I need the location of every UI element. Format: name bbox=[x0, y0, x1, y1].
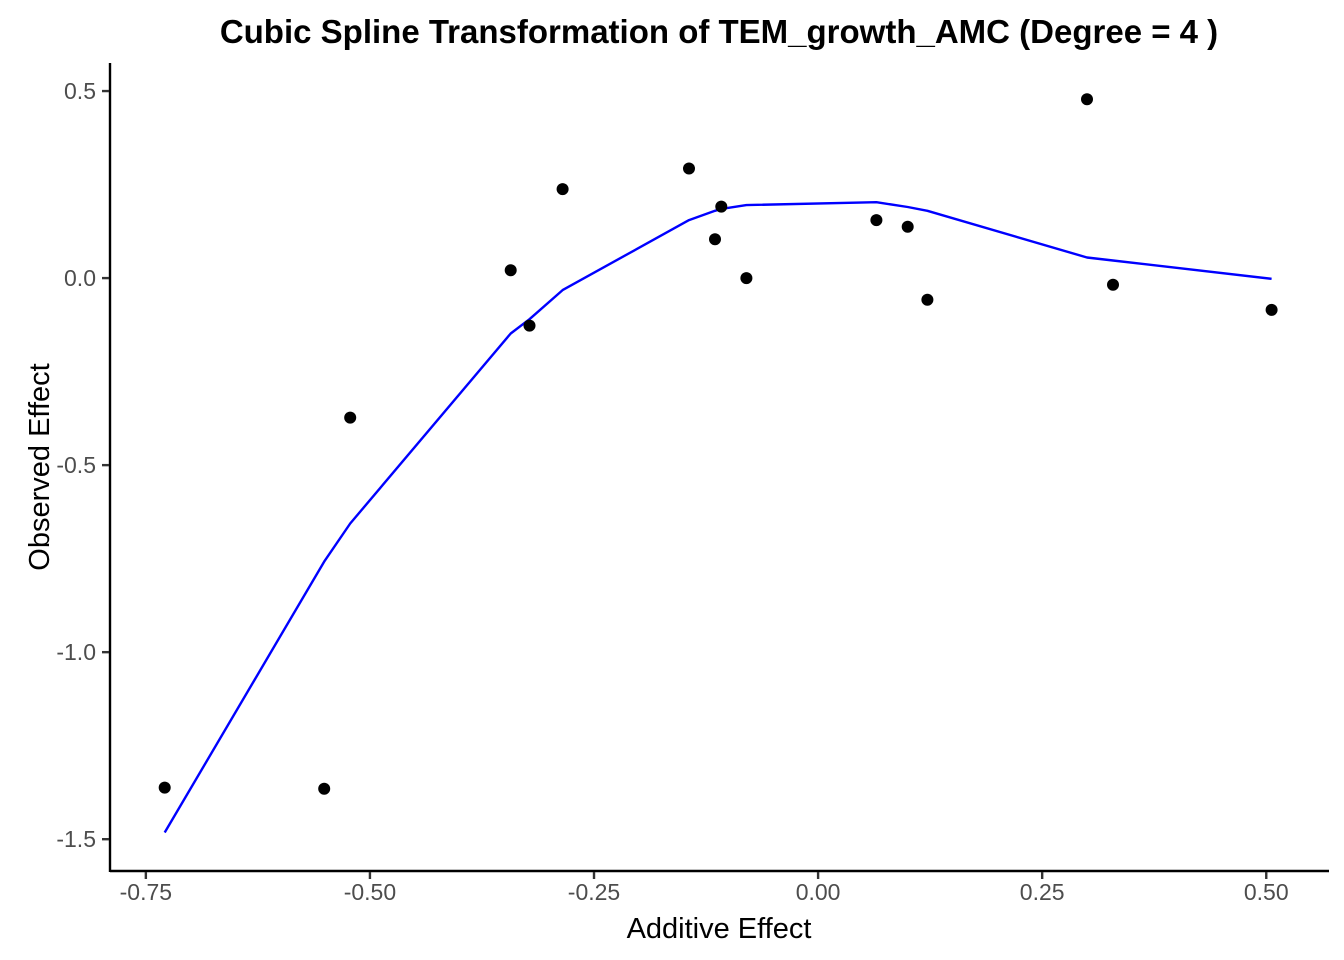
x-tick-label: -0.25 bbox=[568, 879, 620, 905]
data-point bbox=[921, 293, 934, 306]
y-tick-label: 0.5 bbox=[64, 78, 96, 104]
plot-area bbox=[158, 93, 1278, 834]
data-point bbox=[740, 272, 753, 285]
x-tick-label: -0.75 bbox=[120, 879, 172, 905]
y-tick-label: -1.0 bbox=[56, 639, 96, 665]
x-tick-label: -0.50 bbox=[344, 879, 396, 905]
x-tick-label: 0.00 bbox=[796, 879, 841, 905]
data-point bbox=[1107, 278, 1119, 291]
data-point bbox=[556, 183, 569, 196]
y-tick-label: 0.0 bbox=[64, 265, 96, 291]
y-axis-title: Observed Effect bbox=[24, 363, 56, 570]
data-point bbox=[158, 781, 171, 794]
data-point bbox=[344, 411, 357, 424]
data-point bbox=[709, 233, 721, 246]
data-point bbox=[318, 782, 331, 795]
data-point bbox=[870, 214, 883, 227]
points-layer bbox=[158, 93, 1278, 795]
data-point bbox=[901, 220, 914, 233]
y-axis-ticks: 0.5 0.0 -0.5 -1.0 -1.5 bbox=[56, 78, 109, 852]
chart-title: Cubic Spline Transformation of TEM_growt… bbox=[220, 13, 1218, 50]
data-point bbox=[715, 200, 728, 213]
x-tick-label: 0.50 bbox=[1244, 879, 1289, 905]
y-tick-label: -0.5 bbox=[56, 452, 96, 478]
data-point bbox=[1081, 93, 1093, 106]
y-tick-label: -1.5 bbox=[56, 826, 96, 852]
data-point bbox=[1265, 303, 1278, 316]
data-point bbox=[504, 264, 517, 277]
x-tick-label: 0.25 bbox=[1020, 879, 1065, 905]
x-axis-ticks: -0.75 -0.50 -0.25 0.00 0.25 0.50 bbox=[120, 872, 1289, 905]
data-point bbox=[523, 319, 536, 332]
data-point bbox=[683, 162, 695, 175]
x-axis-title: Additive Effect bbox=[627, 913, 812, 945]
